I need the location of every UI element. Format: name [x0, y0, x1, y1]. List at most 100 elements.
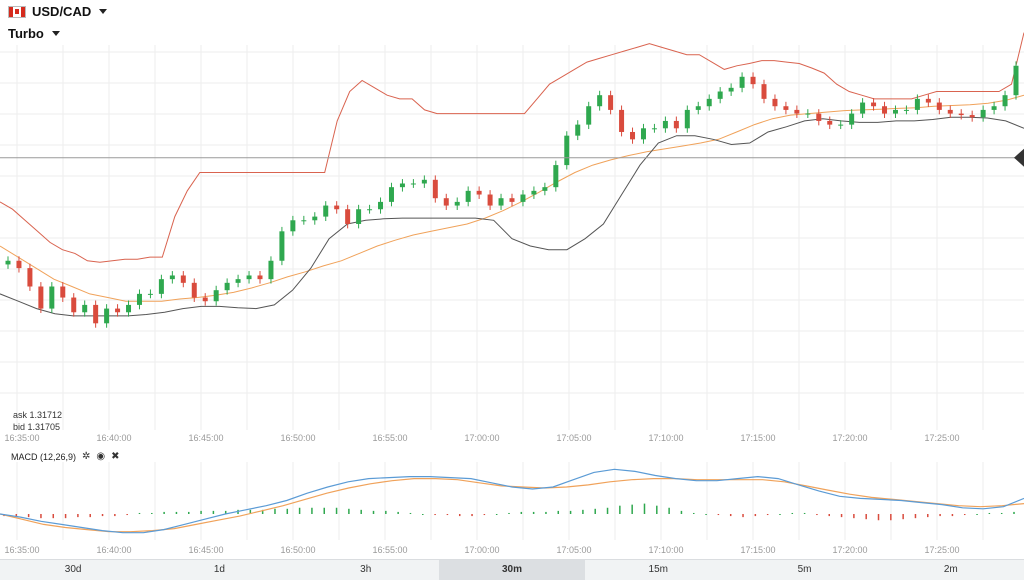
timeframe-5m[interactable]: 5m	[797, 564, 812, 575]
candle-body	[509, 198, 515, 202]
macd-histogram-bar	[545, 511, 547, 514]
candle-body	[761, 84, 767, 99]
x-tick-label: 16:40:00	[96, 545, 131, 555]
candle-body	[564, 135, 570, 166]
candle-body	[356, 209, 362, 224]
candle-body	[651, 128, 657, 130]
candle-body	[728, 87, 734, 92]
macd-histogram-bar	[446, 514, 449, 516]
candle-body	[224, 282, 230, 291]
candle-body	[421, 179, 427, 184]
macd-histogram-bar	[902, 514, 904, 520]
candle-body	[257, 275, 263, 280]
candle-body	[1013, 65, 1019, 96]
chevron-down-icon	[51, 31, 60, 36]
candle-body	[553, 165, 559, 188]
macd-histogram-bar	[594, 508, 596, 514]
macd-histogram-bar	[766, 514, 769, 516]
x-tick-label: 16:35:00	[4, 545, 39, 555]
macd-x-axis: 16:35:00 16:40:00 16:45:00 16:50:00 16:55:00…	[4, 545, 959, 555]
macd-histogram-bar	[422, 514, 424, 515]
candle-body	[673, 120, 679, 129]
candle-body	[487, 194, 493, 206]
candle-body	[925, 98, 931, 103]
timeframe-2m[interactable]: 2m	[943, 564, 958, 575]
x-tick-label: 17:15:00	[740, 433, 775, 443]
macd-histogram-bar	[175, 511, 178, 514]
timeframe-30d[interactable]: 30d	[64, 564, 82, 575]
candle-body	[662, 120, 668, 129]
macd-histogram-bar	[877, 514, 880, 521]
macd-histogram-bar	[483, 514, 486, 516]
candle-body	[476, 190, 482, 195]
candle-body	[827, 120, 833, 125]
macd-histogram-bar	[508, 512, 510, 514]
candle-body	[1002, 95, 1008, 107]
macd-panel	[0, 468, 1024, 534]
candle-body	[399, 183, 405, 188]
macd-histogram-bar	[311, 507, 313, 514]
macd-histogram-bar	[348, 508, 350, 514]
timeframe-3h[interactable]: 3h	[360, 564, 372, 575]
gear-icon[interactable]: ✲	[82, 451, 91, 462]
candle-body	[290, 220, 296, 232]
x-tick-label: 17:00:00	[464, 433, 499, 443]
macd-histogram-bar	[27, 514, 30, 518]
macd-histogram-bar	[286, 508, 289, 514]
macd-histogram-bar	[742, 514, 744, 518]
macd-histogram-bar	[188, 511, 190, 514]
macd-histogram-bar	[15, 514, 18, 518]
candle-body	[82, 304, 88, 313]
x-tick-label: 16:40:00	[96, 433, 131, 443]
macd-histogram-bar	[89, 514, 91, 518]
macd-histogram-bar	[693, 512, 695, 514]
macd-histogram-bar	[643, 503, 646, 514]
macd-histogram-bar	[1000, 512, 1003, 514]
timeframe-bar: 30d 1d 3h 30m 15m 5m 2m	[0, 559, 1024, 580]
candle-body	[706, 98, 712, 107]
macd-histogram-bar	[163, 511, 165, 514]
macd-histogram-bar	[717, 514, 720, 516]
macd-histogram-bar	[705, 514, 707, 515]
bid-price: bid 1.31705	[13, 422, 61, 432]
candle-body	[947, 109, 953, 114]
macd-histogram-bar	[372, 510, 375, 514]
candlesticks	[5, 61, 1019, 328]
candle-body	[717, 91, 723, 99]
eye-icon[interactable]: ◉	[96, 451, 106, 462]
candle-body	[750, 76, 756, 85]
timeframe-15m[interactable]: 15m	[648, 564, 668, 575]
x-tick-label: 16:45:00	[188, 433, 223, 443]
candle-body	[345, 209, 351, 224]
macd-histogram-bar	[114, 514, 116, 517]
candle-body	[38, 286, 44, 309]
macd-histogram-bar	[963, 514, 966, 516]
candle-body	[849, 113, 855, 125]
macd-histogram-bar	[631, 504, 633, 514]
candle-body	[914, 98, 920, 110]
x-tick-label: 17:10:00	[648, 433, 683, 443]
timeframe-30m[interactable]: 30m	[438, 560, 586, 580]
macd-histogram-bar	[791, 512, 794, 514]
candle-body	[991, 106, 997, 110]
macd-histogram-bar	[729, 514, 732, 517]
current-price-marker	[1014, 148, 1024, 167]
x-tick-label: 16:50:00	[280, 545, 315, 555]
macd-histogram-bar	[619, 505, 621, 514]
candle-body	[16, 260, 22, 269]
candle-body	[60, 286, 66, 298]
macd-histogram-bar	[520, 511, 523, 514]
candle-body	[378, 201, 384, 210]
timeframe-1d[interactable]: 1d	[213, 564, 225, 575]
macd-histogram-bar	[409, 512, 412, 514]
macd-histogram-bar	[853, 514, 855, 519]
mode-selector[interactable]: Turbo	[8, 26, 60, 41]
instrument-selector[interactable]: USD/CAD	[8, 4, 108, 19]
macd-histogram-bar	[397, 511, 399, 514]
macd-histogram-bar	[779, 514, 781, 515]
candle-body	[958, 113, 964, 116]
candle-body	[27, 268, 33, 287]
flag-icon	[8, 5, 26, 18]
close-icon[interactable]: ✖	[111, 451, 120, 462]
